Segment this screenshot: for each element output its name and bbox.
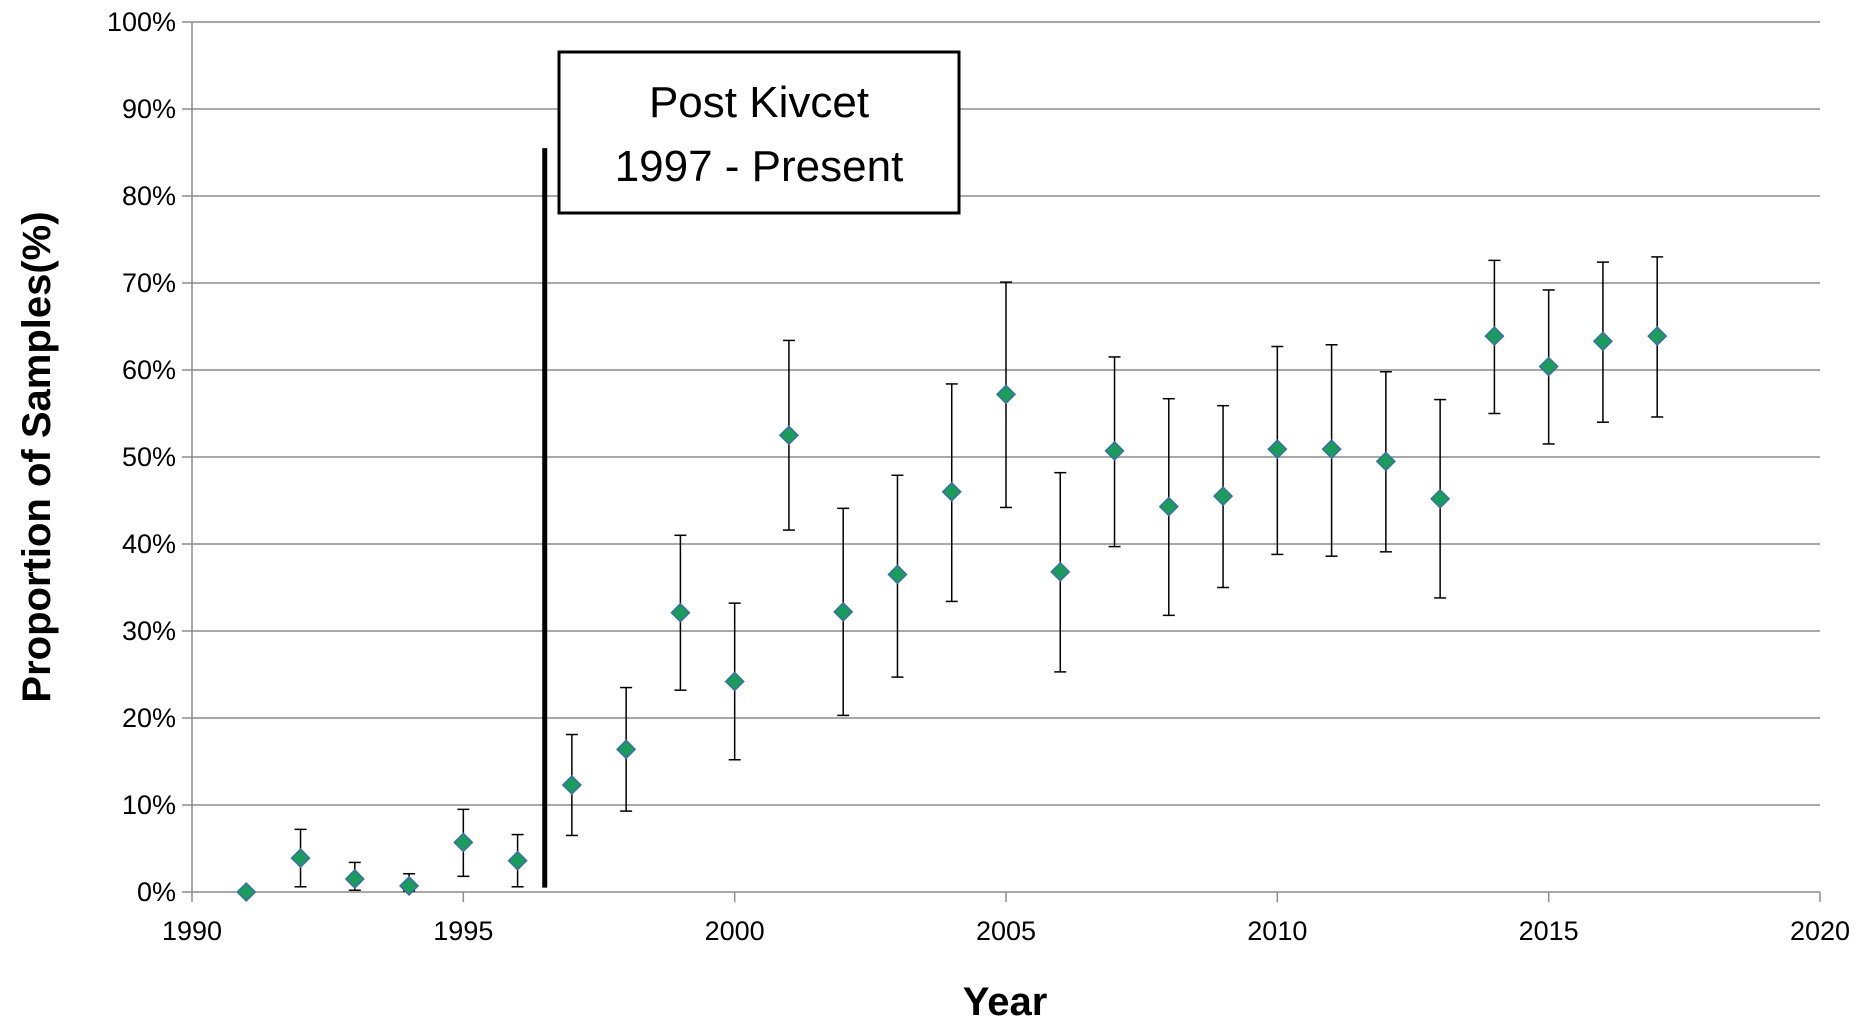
data-point-marker [941, 481, 962, 502]
x-tick-label: 2000 [705, 916, 765, 946]
annotation-line-2: 1997 - Present [615, 142, 904, 191]
axes [191, 22, 1821, 902]
data-point-marker [1592, 331, 1613, 352]
y-tick-label: 30% [122, 616, 176, 646]
data-point-marker [1158, 496, 1179, 517]
data-point-marker [1104, 440, 1125, 461]
y-tick-label: 70% [122, 268, 176, 298]
data-point-marker [236, 881, 257, 903]
annotation-line-1: Post Kivcet [649, 78, 869, 127]
error-bars [294, 256, 1664, 892]
data-point-marker [290, 848, 311, 869]
gridlines [182, 21, 1820, 893]
data-point-marker [399, 875, 420, 896]
x-tick-label: 1990 [162, 916, 222, 946]
data-point-marker [1267, 439, 1288, 460]
x-tick-label: 2005 [976, 916, 1036, 946]
y-tick-label: 90% [122, 94, 176, 124]
data-point-marker [1375, 451, 1396, 472]
x-tick-label: 1995 [433, 916, 493, 946]
x-tick-label: 2020 [1790, 916, 1850, 946]
data-point-marker [344, 868, 365, 890]
data-point-marker [778, 425, 799, 446]
y-tick-label: 20% [122, 703, 176, 733]
data-point-marker [1213, 486, 1234, 507]
y-tick-label: 100% [107, 7, 176, 37]
y-tick-label: 10% [122, 790, 176, 820]
data-point-marker [1430, 488, 1451, 509]
data-point-marker [616, 739, 637, 760]
y-tick-label: 0% [137, 877, 176, 907]
y-tick-label: 50% [122, 442, 176, 472]
data-point-marker [995, 384, 1017, 405]
data-point-marker [507, 850, 528, 871]
data-point-marker [670, 602, 691, 623]
data-point-marker [1484, 326, 1505, 347]
y-tick-label: 40% [122, 529, 176, 559]
annotation-box: Post Kivcet 1997 - Present [557, 50, 961, 215]
x-axis-title: Year [963, 980, 1048, 1023]
data-point-marker [887, 564, 908, 585]
data-point-marker [453, 832, 474, 853]
data-point-marker [833, 601, 854, 622]
annotation-frame [557, 50, 961, 215]
data-point-marker [1050, 561, 1071, 582]
data-point-marker [1538, 356, 1559, 377]
data-point-marker [561, 774, 582, 796]
data-point-marker [724, 671, 745, 692]
y-tick-label: 60% [122, 355, 176, 385]
y-tick-label: 80% [122, 181, 176, 211]
x-tick-label: 2015 [1519, 916, 1579, 946]
y-tick-labels: 0% 10% 20% 30% 40% 50% 60% 70% 80% 90% 100% [107, 7, 176, 907]
data-point-marker [1647, 326, 1668, 347]
y-axis-title: Proportion of Samples(%) [15, 211, 59, 702]
data-point-marker [1321, 439, 1342, 460]
x-tick-labels: 1990 1995 2000 2005 2010 2015 2020 [162, 916, 1850, 946]
x-tick-label: 2010 [1247, 916, 1307, 946]
data-points [236, 326, 1668, 903]
